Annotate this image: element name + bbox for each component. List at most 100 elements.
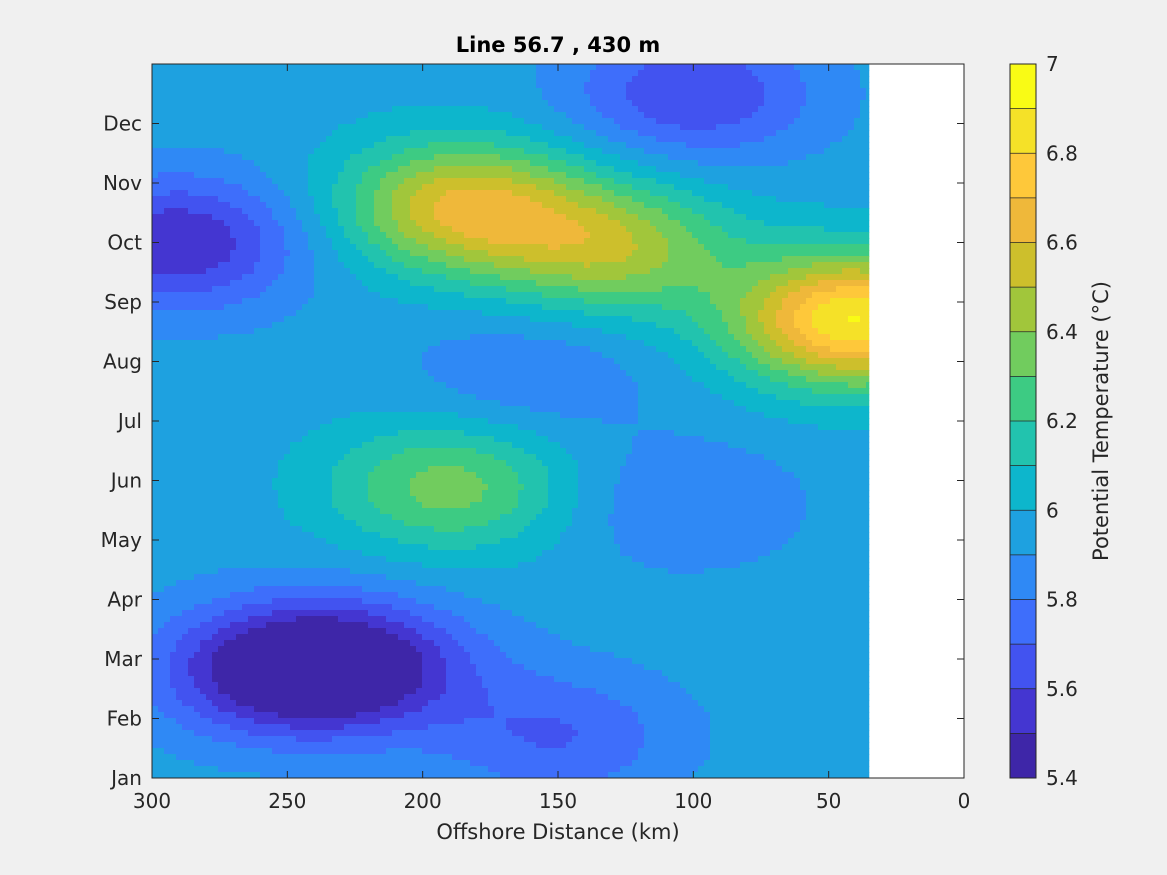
contour-cell bbox=[332, 274, 339, 281]
contour-cell bbox=[152, 388, 159, 395]
contour-cell bbox=[326, 724, 333, 731]
contour-cell bbox=[332, 466, 339, 473]
contour-cell bbox=[320, 706, 327, 713]
contour-cell bbox=[218, 592, 225, 599]
contour-cell bbox=[308, 214, 315, 221]
contour-cell bbox=[242, 64, 249, 71]
contour-cell bbox=[254, 598, 261, 605]
contour-cell bbox=[236, 760, 243, 767]
contour-cell bbox=[206, 676, 213, 683]
contour-cell bbox=[260, 352, 267, 359]
contour-cell bbox=[296, 640, 303, 647]
contour-cell bbox=[338, 220, 345, 227]
contour-cell bbox=[278, 496, 285, 503]
contour-cell bbox=[230, 466, 237, 473]
contour-cell bbox=[248, 406, 255, 413]
contour-cell bbox=[248, 220, 255, 227]
contour-cell bbox=[332, 736, 339, 743]
contour-cell bbox=[254, 268, 261, 275]
contour-cell bbox=[272, 562, 279, 569]
contour-cell bbox=[260, 274, 267, 281]
contour-cell bbox=[296, 106, 303, 113]
contour-cell bbox=[242, 610, 249, 617]
contour-cell bbox=[212, 400, 219, 407]
contour-cell bbox=[368, 352, 375, 359]
contour-cell bbox=[236, 736, 243, 743]
contour-cell bbox=[350, 364, 357, 371]
contour-cell bbox=[266, 496, 273, 503]
contour-cell bbox=[152, 646, 159, 653]
contour-cell bbox=[380, 748, 387, 755]
contour-cell bbox=[248, 754, 255, 761]
contour-cell bbox=[320, 472, 327, 479]
contour-cell bbox=[386, 730, 393, 737]
contour-cell bbox=[158, 352, 165, 359]
contour-cell bbox=[212, 562, 219, 569]
contour-cell bbox=[152, 700, 159, 707]
contour-cell bbox=[386, 640, 393, 647]
contour-cell bbox=[230, 514, 237, 521]
contour-cell bbox=[398, 334, 405, 341]
contour-cell bbox=[380, 538, 387, 545]
contour-cell bbox=[386, 106, 393, 113]
contour-cell bbox=[248, 94, 255, 101]
contour-cell bbox=[206, 238, 213, 245]
contour-cell bbox=[272, 736, 279, 743]
contour-cell bbox=[272, 508, 279, 515]
contour-cell bbox=[272, 244, 279, 251]
contour-cell bbox=[236, 526, 243, 533]
contour-cell bbox=[398, 592, 405, 599]
contour-cell bbox=[266, 604, 273, 611]
contour-cell bbox=[158, 154, 165, 161]
contour-cell bbox=[374, 430, 381, 437]
contour-cell bbox=[344, 166, 351, 173]
contour-cell bbox=[272, 460, 279, 467]
contour-cell bbox=[314, 118, 321, 125]
contour-cell bbox=[224, 490, 231, 497]
contour-cell bbox=[326, 238, 333, 245]
contour-cell bbox=[248, 502, 255, 509]
contour-cell bbox=[152, 676, 159, 683]
contour-cell bbox=[164, 538, 171, 545]
contour-cell bbox=[278, 688, 285, 695]
contour-cell bbox=[344, 244, 351, 251]
contour-cell bbox=[194, 562, 201, 569]
contour-cell bbox=[356, 220, 363, 227]
contour-cell bbox=[398, 742, 405, 749]
contour-cell bbox=[200, 274, 207, 281]
contour-cell bbox=[398, 514, 405, 521]
contour-cell bbox=[320, 214, 327, 221]
contour-cell bbox=[368, 292, 375, 299]
contour-cell bbox=[290, 340, 297, 347]
contour-cell bbox=[176, 508, 183, 515]
contour-cell bbox=[368, 772, 375, 778]
contour-cell bbox=[308, 628, 315, 635]
contour-cell bbox=[350, 640, 357, 647]
contour-cell bbox=[260, 574, 267, 581]
contour-cell bbox=[320, 580, 327, 587]
contour-cell bbox=[176, 76, 183, 83]
contour-cell bbox=[308, 346, 315, 353]
contour-cell bbox=[242, 490, 249, 497]
contour-cell bbox=[392, 184, 399, 191]
contour-cell bbox=[278, 562, 285, 569]
contour-cell bbox=[308, 184, 315, 191]
contour-cell bbox=[290, 358, 297, 365]
contour-cell bbox=[302, 298, 309, 305]
contour-cell bbox=[290, 604, 297, 611]
contour-cell bbox=[380, 688, 387, 695]
contour-cell bbox=[260, 130, 267, 137]
contour-cell bbox=[158, 736, 165, 743]
contour-cell bbox=[308, 760, 315, 767]
contour-cell bbox=[308, 94, 315, 101]
contour-cell bbox=[164, 268, 171, 275]
contour-cell bbox=[236, 604, 243, 611]
contour-cell bbox=[314, 688, 321, 695]
contour-cell bbox=[272, 250, 279, 257]
contour-cell bbox=[320, 730, 327, 737]
contour-cell bbox=[224, 454, 231, 461]
contour-cell bbox=[392, 352, 399, 359]
contour-cell bbox=[188, 712, 195, 719]
contour-cell bbox=[176, 196, 183, 203]
contour-cell bbox=[236, 556, 243, 563]
